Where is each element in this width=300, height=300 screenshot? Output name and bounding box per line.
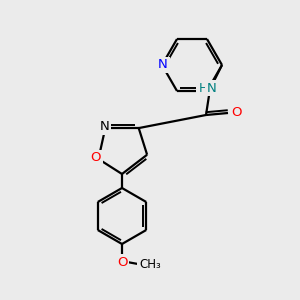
Text: O: O	[117, 256, 127, 268]
Text: N: N	[207, 82, 217, 94]
Text: H: H	[198, 82, 208, 94]
Text: N: N	[99, 120, 109, 133]
Text: N: N	[158, 58, 168, 71]
Text: O: O	[90, 152, 101, 164]
Text: O: O	[231, 106, 241, 119]
Text: CH₃: CH₃	[139, 257, 161, 271]
